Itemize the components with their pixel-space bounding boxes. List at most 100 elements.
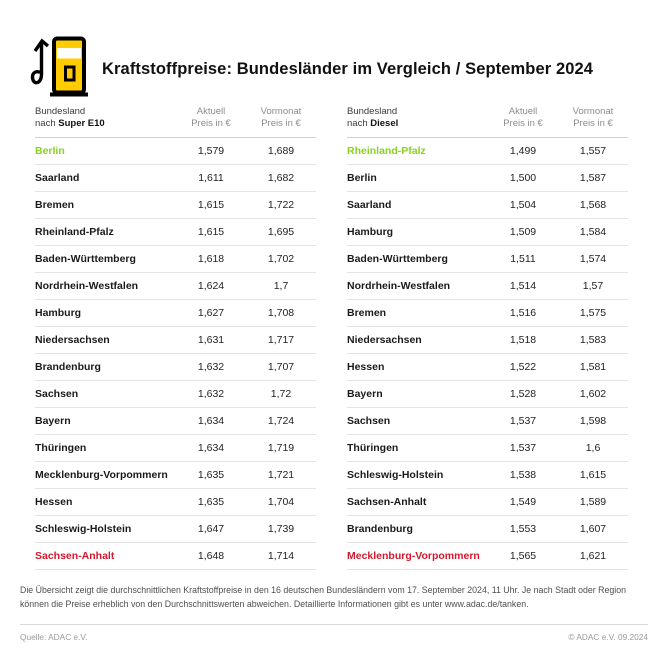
state-name: Hamburg: [347, 226, 394, 238]
state-name: Hamburg: [35, 307, 82, 319]
state-name: Bremen: [347, 307, 387, 319]
table-row: Bayern 1,528 1,602: [347, 381, 628, 408]
table-row: Sachsen 1,537 1,598: [347, 408, 628, 435]
fuel-pump-icon: [30, 35, 90, 104]
current-price: 1,516: [509, 307, 537, 319]
table-row: Rheinland-Pfalz 1,499 1,557: [347, 138, 628, 165]
state-name: Nordrhein-Westfalen: [347, 280, 451, 292]
state-name: Bayern: [347, 388, 383, 400]
table-row: Schleswig-Holstein 1,647 1,739: [35, 516, 316, 543]
table-row: Mecklenburg-Vorpommern 1,635 1,721: [35, 462, 316, 489]
state-name: Bayern: [35, 415, 71, 427]
table-row: Hessen 1,522 1,581: [347, 354, 628, 381]
infographic-page: Kraftstoffpreise: Bundesländer im Vergle…: [20, 35, 648, 642]
previous-price: 1,598: [579, 415, 607, 427]
current-price: 1,611: [198, 172, 224, 184]
table-row: Bayern 1,634 1,724: [35, 408, 316, 435]
state-name: Saarland: [347, 199, 392, 211]
column-header-aktuell: Aktuell Preis in €: [191, 106, 231, 129]
current-price: 1,632: [197, 361, 225, 373]
current-price: 1,635: [197, 469, 225, 481]
table-header: Bundesland nach Diesel Aktuell Preis in …: [347, 106, 628, 138]
previous-price: 1,72: [270, 388, 292, 400]
column-header-fuel-type: nach Super E10: [35, 118, 105, 129]
current-price: 1,634: [197, 442, 225, 454]
state-name: Baden-Württemberg: [347, 253, 448, 265]
table-row: Brandenburg 1,632 1,707: [35, 354, 316, 381]
previous-price: 1,581: [579, 361, 607, 373]
table-row: Nordrhein-Westfalen 1,514 1,57: [347, 273, 628, 300]
previous-price: 1,557: [579, 145, 607, 157]
state-name: Schleswig-Holstein: [347, 469, 444, 481]
table-diesel: Bundesland nach Diesel Aktuell Preis in …: [347, 106, 628, 570]
current-price: 1,518: [509, 334, 537, 346]
table-super-e10: Bundesland nach Super E10 Aktuell Preis …: [35, 106, 316, 570]
page-title: Kraftstoffpreise: Bundesländer im Vergle…: [102, 59, 594, 78]
table-row: Sachsen-Anhalt 1,549 1,589: [347, 489, 628, 516]
current-price: 1,615: [197, 199, 225, 211]
state-name: Thüringen: [35, 442, 87, 454]
column-header-bundesland: Bundesland nach Diesel: [347, 106, 488, 130]
previous-price: 1,739: [267, 523, 295, 535]
previous-price: 1,587: [579, 172, 607, 184]
table-row: Berlin 1,500 1,587: [347, 165, 628, 192]
previous-price: 1,568: [579, 199, 607, 211]
current-price: 1,500: [509, 172, 537, 184]
state-name: Brandenburg: [347, 523, 413, 535]
previous-price: 1,689: [267, 145, 295, 157]
current-price: 1,647: [197, 523, 225, 535]
previous-price: 1,621: [579, 550, 607, 562]
table-row: Baden-Württemberg 1,511 1,574: [347, 246, 628, 273]
state-name: Sachsen: [35, 388, 79, 400]
current-price: 1,511: [510, 253, 536, 265]
previous-price: 1,724: [267, 415, 295, 427]
current-price: 1,514: [509, 280, 537, 292]
table-row: Niedersachsen 1,518 1,583: [347, 327, 628, 354]
previous-price: 1,702: [267, 253, 295, 265]
previous-price: 1,575: [579, 307, 607, 319]
current-price: 1,553: [509, 523, 537, 535]
previous-price: 1,682: [267, 172, 295, 184]
previous-price: 1,714: [267, 550, 295, 562]
previous-price: 1,695: [267, 226, 295, 238]
previous-price: 1,704: [267, 496, 295, 508]
state-name: Schleswig-Holstein: [35, 523, 132, 535]
current-price: 1,528: [509, 388, 537, 400]
state-name: Hessen: [35, 496, 73, 508]
table-row: Hamburg 1,627 1,708: [35, 300, 316, 327]
current-price: 1,618: [197, 253, 225, 265]
state-name: Baden-Württemberg: [35, 253, 136, 265]
column-header-bundesland-line1: Bundesland: [35, 106, 86, 117]
current-price: 1,632: [197, 388, 225, 400]
state-name: Bremen: [35, 199, 75, 211]
table-row: Bremen 1,516 1,575: [347, 300, 628, 327]
current-price: 1,549: [509, 496, 537, 508]
previous-price: 1,602: [579, 388, 607, 400]
state-name: Niedersachsen: [347, 334, 422, 346]
current-price: 1,537: [509, 415, 537, 427]
source-label: Quelle: ADAC e.V.: [20, 632, 88, 642]
table-row: Hamburg 1,509 1,584: [347, 219, 628, 246]
current-price: 1,631: [197, 334, 225, 346]
table-row: Sachsen-Anhalt 1,648 1,714: [35, 543, 316, 570]
column-header-bundesland-line1: Bundesland: [347, 106, 398, 117]
previous-price: 1,717: [267, 334, 295, 346]
table-row: Baden-Württemberg 1,618 1,702: [35, 246, 316, 273]
table-row: Mecklenburg-Vorpommern 1,565 1,621: [347, 543, 628, 570]
state-name: Saarland: [35, 172, 80, 184]
current-price: 1,648: [197, 550, 225, 562]
current-price: 1,499: [509, 145, 537, 157]
previous-price: 1,615: [579, 469, 607, 481]
state-name: Brandenburg: [35, 361, 101, 373]
current-price: 1,537: [509, 442, 537, 454]
table-body-super-e10: Berlin 1,579 1,689 Saarland 1,611 1,682 Bremen…: [35, 138, 316, 570]
state-name: Nordrhein-Westfalen: [35, 280, 139, 292]
state-name: Hessen: [347, 361, 385, 373]
table-row: Saarland 1,504 1,568: [347, 192, 628, 219]
state-name: Sachsen-Anhalt: [35, 550, 115, 562]
state-name: Niedersachsen: [35, 334, 110, 346]
table-row: Thüringen 1,634 1,719: [35, 435, 316, 462]
table-row: Hessen 1,635 1,704: [35, 489, 316, 516]
table-row: Bremen 1,615 1,722: [35, 192, 316, 219]
footer-bar: Quelle: ADAC e.V. © ADAC e.V. 09.2024: [20, 624, 648, 642]
